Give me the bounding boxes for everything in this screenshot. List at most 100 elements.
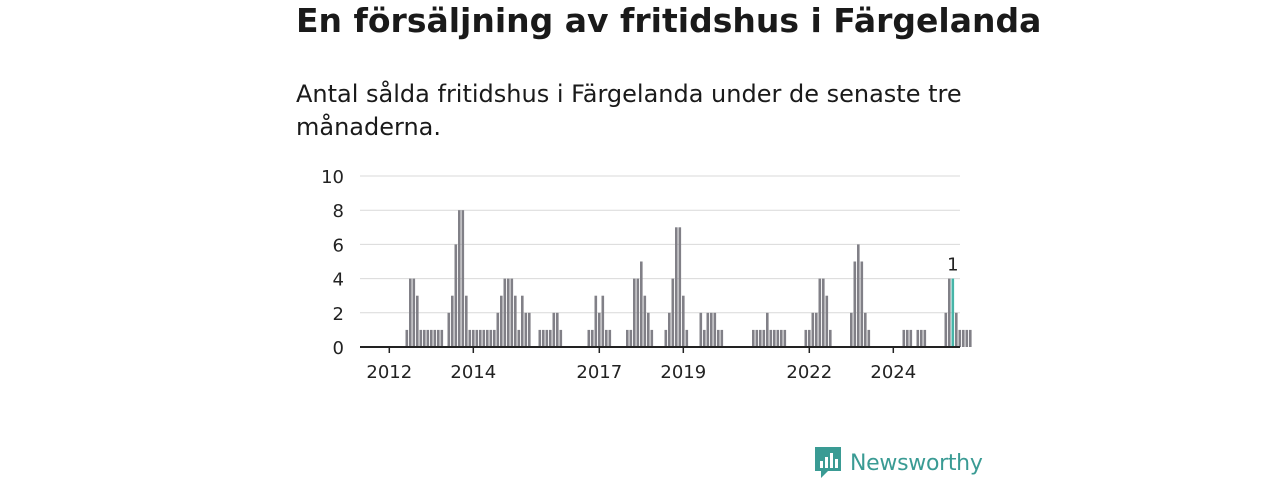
bar	[493, 329, 496, 347]
bar	[503, 278, 507, 347]
bar	[633, 278, 636, 347]
bar	[783, 329, 787, 347]
bar	[906, 329, 909, 347]
bar	[451, 295, 454, 347]
x-tick-label: 2022	[786, 362, 832, 383]
data-label: 1	[947, 255, 958, 276]
y-axis-ticks: 0 2 4 6 8 10	[321, 167, 344, 359]
bar	[664, 329, 668, 347]
bar	[549, 329, 552, 347]
bar	[752, 329, 755, 347]
bar	[829, 329, 832, 347]
bar	[556, 312, 559, 347]
bar	[902, 329, 906, 347]
bar	[762, 329, 766, 347]
bar	[605, 329, 608, 347]
bar	[517, 329, 521, 347]
bar	[629, 329, 633, 347]
bar	[542, 329, 545, 347]
bar	[601, 295, 605, 347]
newsworthy-icon	[815, 447, 841, 478]
bar	[818, 278, 822, 347]
bar	[944, 312, 948, 347]
bar	[500, 295, 503, 347]
bar	[465, 295, 468, 347]
bar	[647, 312, 650, 347]
bar	[850, 312, 853, 347]
bar	[489, 329, 493, 347]
bar	[703, 329, 706, 347]
bar	[608, 329, 612, 347]
bar	[507, 278, 510, 347]
brand-name: Newsworthy	[850, 450, 983, 476]
x-tick-label: 2014	[450, 362, 496, 383]
bar	[825, 295, 829, 347]
newsworthy-logo: Newsworthy	[814, 446, 983, 480]
bar	[766, 312, 769, 347]
bar	[482, 329, 486, 347]
bar	[594, 295, 598, 347]
bar	[822, 278, 825, 347]
bar	[461, 210, 465, 347]
bar	[433, 329, 437, 347]
bar	[468, 329, 472, 347]
bars	[405, 210, 972, 347]
bar	[626, 329, 629, 347]
bar	[409, 278, 412, 347]
x-axis-ticks: 2012 2014 2017 2019 2022 2024	[366, 347, 916, 383]
bar	[405, 329, 409, 347]
bar	[867, 329, 871, 347]
bar	[860, 261, 864, 347]
bar	[755, 329, 759, 347]
bar	[720, 329, 724, 347]
bar	[458, 210, 461, 347]
bar	[955, 312, 958, 347]
bar	[675, 227, 678, 347]
bar	[815, 312, 818, 347]
bar	[958, 329, 962, 347]
bar	[948, 278, 951, 347]
y-tick-label: 2	[333, 304, 344, 325]
bar	[857, 244, 860, 347]
bar	[920, 329, 923, 347]
x-tick-label: 2019	[660, 362, 706, 383]
bar	[909, 329, 913, 347]
y-tick-label: 4	[333, 270, 344, 291]
bar	[811, 312, 815, 347]
bar	[678, 227, 682, 347]
y-tick-label: 8	[333, 201, 344, 222]
bar	[479, 329, 482, 347]
bar	[545, 329, 549, 347]
bar	[587, 329, 591, 347]
y-tick-label: 0	[333, 338, 344, 359]
bar	[853, 261, 857, 347]
x-tick-label: 2012	[366, 362, 412, 383]
bar	[419, 329, 423, 347]
grid-lines	[360, 175, 960, 314]
bar	[591, 329, 594, 347]
bar	[524, 312, 528, 347]
bar	[440, 329, 444, 347]
bar	[699, 312, 703, 347]
bar	[552, 312, 556, 347]
bar	[496, 312, 500, 347]
bar	[514, 295, 517, 347]
bar	[923, 329, 927, 347]
x-tick-label: 2017	[576, 362, 622, 383]
bar	[412, 278, 416, 347]
bar	[510, 278, 514, 347]
bar	[682, 295, 685, 347]
bar	[780, 329, 783, 347]
chart-title: En försäljning av fritidshus i Färgeland…	[296, 1, 1042, 40]
bar	[965, 329, 969, 347]
bar	[598, 312, 601, 347]
x-tick-label: 2024	[870, 362, 916, 383]
bar	[559, 329, 563, 347]
bar	[430, 329, 433, 347]
bar	[710, 312, 713, 347]
bar	[804, 329, 808, 347]
bar	[668, 312, 671, 347]
bar	[916, 329, 920, 347]
bar	[437, 329, 440, 347]
